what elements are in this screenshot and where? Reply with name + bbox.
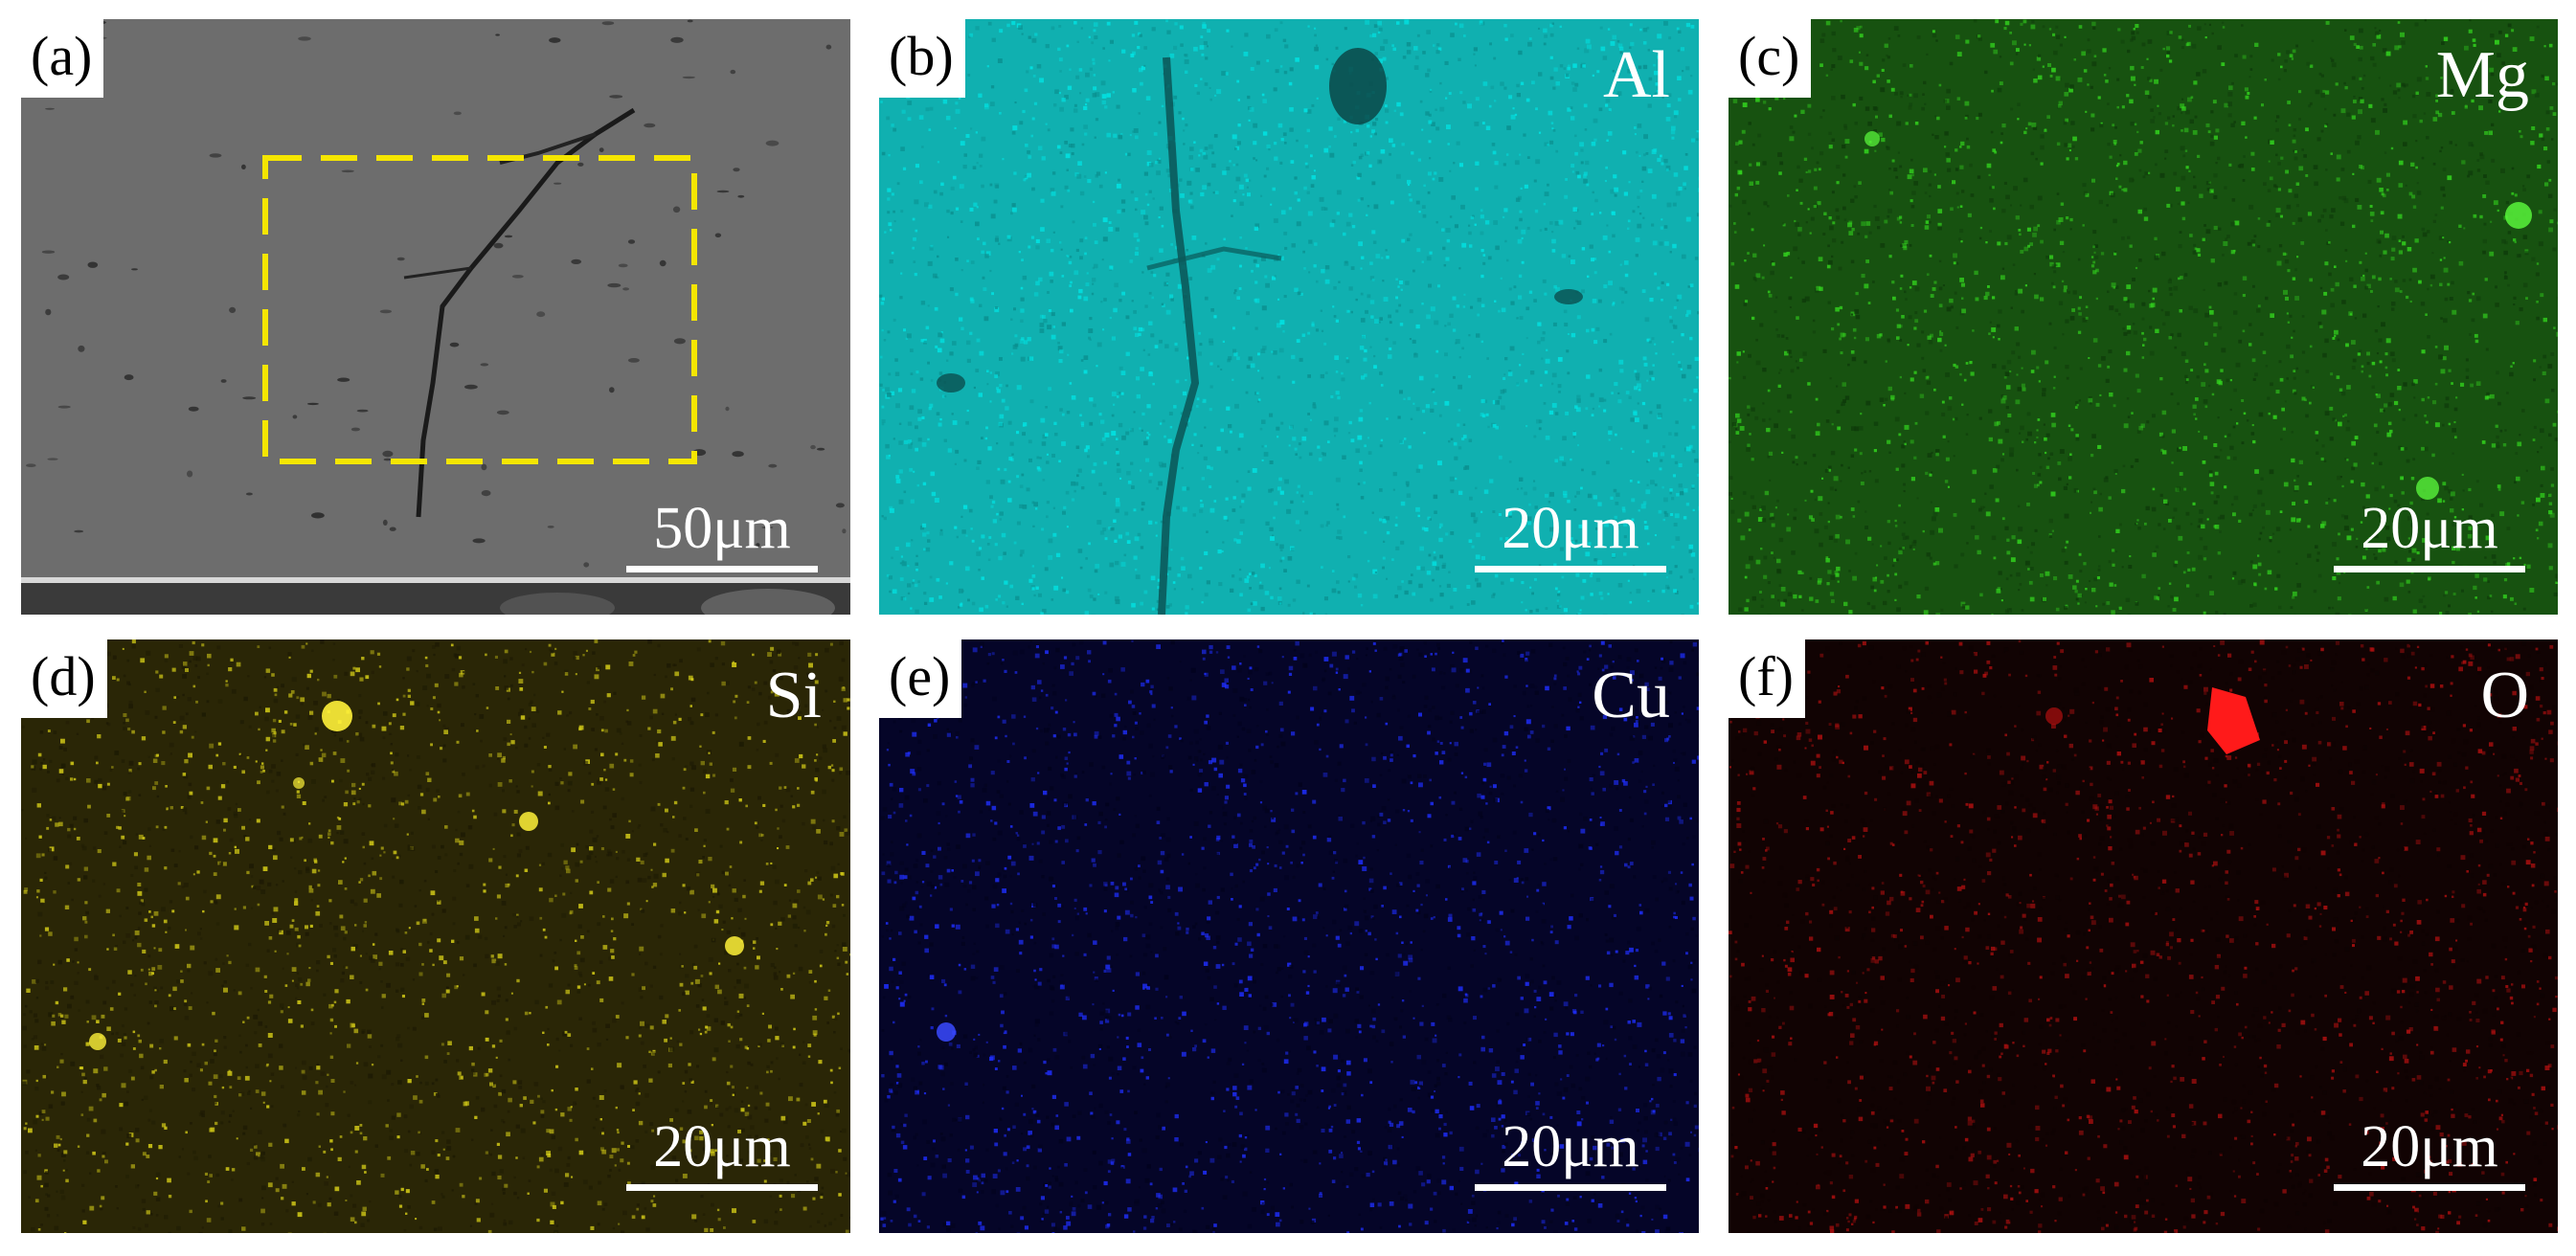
scale-bar: 50μm [626,499,818,572]
region-of-interest-box [262,155,697,464]
scale-bar-label: 20μm [2361,496,2498,561]
scale-bar-line [626,1184,818,1191]
panel-label: (b) [879,19,965,98]
scale-bar: 20μm [1475,1117,1666,1191]
element-label: Cu [1592,659,1670,732]
o-element-map [1729,639,2558,1233]
scale-bar-label: 20μm [653,1114,791,1179]
panel-label: (c) [1729,19,1812,98]
panel-label: (a) [21,19,104,98]
scale-bar-line [1475,566,1666,572]
sem-micrograph [21,19,850,615]
scale-bar-label: 20μm [2361,1114,2498,1179]
scale-bar-line [2334,1184,2525,1191]
oxide-particle [2207,687,2260,754]
scale-bar-line [1475,1184,1666,1191]
al-element-map [879,19,1699,615]
element-label: O [2480,659,2529,732]
element-label: Mg [2435,38,2529,112]
si-element-map [21,639,850,1233]
panel-label: (f) [1729,639,1805,718]
scale-bar-label: 50μm [653,496,791,561]
o-map-panel: (f) O 20μm [1729,639,2558,1233]
panel-label: (e) [879,639,962,718]
scale-bar-label: 20μm [1502,496,1639,561]
scale-bar: 20μm [2334,1117,2525,1191]
cu-element-map [879,639,1699,1233]
element-label: Si [765,659,822,732]
mg-element-map [1729,19,2558,615]
scale-bar-line [2334,566,2525,572]
scale-bar-label: 20μm [1502,1114,1639,1179]
scale-bar: 20μm [2334,499,2525,572]
panel-label: (d) [21,639,107,718]
scale-bar-line [626,566,818,572]
scale-bar: 20μm [1475,499,1666,572]
element-label: Al [1603,38,1670,112]
al-map-panel: (b) Al 20μm [879,19,1699,615]
sem-image-panel: (a) 50μm [21,19,850,615]
scale-bar: 20μm [626,1117,818,1191]
si-map-panel: (d) Si 20μm [21,639,850,1233]
cu-map-panel: (e) Cu 20μm [879,639,1699,1233]
mg-map-panel: (c) Mg 20μm [1729,19,2558,615]
crack-shadow [1158,56,1200,615]
